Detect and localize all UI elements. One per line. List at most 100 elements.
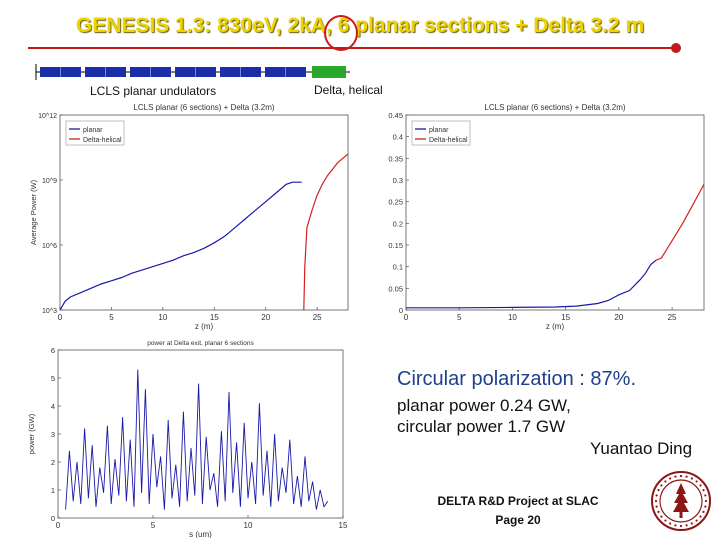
slide-title: GENESIS 1.3: 830eV, 2kA, 6 planar sectio…: [75, 14, 645, 37]
series-line-planar: [60, 181, 302, 310]
seal-letter-mark: [657, 489, 660, 492]
x-tick-label: 10: [244, 521, 253, 530]
seal-letter-mark: [685, 524, 688, 527]
power-linear-chart: LCLS planar (6 sections) + Delta (3.2m) 0…: [388, 103, 705, 331]
seal-letter-mark: [679, 474, 683, 478]
x-tick-label: 0: [404, 313, 409, 322]
x-tick-label: 5: [457, 313, 462, 322]
undulator-label: LCLS planar undulators: [90, 84, 217, 98]
y-tick-label: 0.1: [393, 263, 403, 272]
seal-letter-mark: [655, 494, 658, 497]
x-tick-label: 20: [261, 313, 270, 322]
x-tick-label: 20: [614, 313, 623, 322]
chart-title: power at Delta exit, planar 6 sections: [147, 340, 254, 347]
y-tick-label: 0.3: [393, 176, 403, 185]
highlight-circle: [324, 15, 358, 51]
y-tick-label: 6: [51, 346, 55, 355]
power-log-chart: LCLS planar (6 sections) + Delta (3.2m) 0…: [29, 103, 349, 331]
y-tick-label: 0: [399, 306, 403, 315]
y-tick-label: 1: [51, 486, 55, 495]
x-axis-label: z (m): [195, 322, 214, 331]
seal-letter-mark: [664, 519, 667, 522]
x-tick-label: 15: [210, 313, 219, 322]
seal-tree-icon: [673, 483, 689, 512]
series-line-delta-helical: [303, 153, 348, 310]
legend-label: planar: [83, 127, 103, 134]
seal-letter-mark: [704, 494, 707, 497]
seal-letter-mark: [699, 484, 702, 487]
y-tick-label: 0.25: [388, 198, 403, 207]
x-axis-label: z (m): [546, 322, 565, 331]
y-tick-label: 10^6: [42, 243, 57, 250]
power-profile-chart: power at Delta exit, planar 6 sections 0 5…: [27, 340, 348, 538]
seal-letter-mark: [664, 480, 667, 483]
seal-letter-mark: [690, 522, 693, 525]
polarization-text: Circular polarization : 87%.: [397, 368, 636, 390]
seal-letter-mark: [655, 505, 658, 508]
legend-label: Delta-helical: [83, 137, 122, 144]
seal-letter-mark: [669, 522, 672, 525]
project-name: DELTA R&D Project at SLAC: [437, 494, 599, 508]
y-tick-label: 0.15: [388, 241, 403, 250]
x-tick-label: 0: [56, 521, 61, 530]
author-name: Yuantao Ding: [590, 439, 693, 458]
seal-letter-mark: [660, 515, 663, 518]
y-tick-label: 0.4: [393, 133, 403, 142]
page-number: Page 20: [495, 513, 541, 527]
y-tick-label: 0.35: [388, 154, 403, 163]
seal-letter-mark: [657, 510, 660, 513]
seal-letter-mark: [685, 475, 688, 478]
undulator-schematic: [35, 64, 350, 80]
chart-title: LCLS planar (6 sections) + Delta (3.2m): [133, 103, 275, 112]
x-tick-label: 25: [668, 313, 677, 322]
plot-frame: [405, 114, 705, 311]
seal-letter-mark: [674, 524, 677, 527]
delta-undulator-block: [312, 66, 346, 78]
seal-letter-mark: [654, 499, 658, 503]
chart-title: LCLS planar (6 sections) + Delta (3.2m): [484, 103, 626, 112]
series-line-delta-helical: [655, 184, 704, 261]
seal-letter-mark: [695, 519, 698, 522]
seal-tree-trunk: [679, 512, 683, 518]
y-tick-label: 0.2: [393, 219, 403, 228]
y-tick-label: 10^3: [42, 308, 57, 315]
seal-letter-mark: [704, 499, 708, 503]
seal-lettering-ring: [654, 474, 708, 528]
y-axis-label: power (GW): [27, 413, 36, 454]
x-tick-label: 25: [313, 313, 322, 322]
x-tick-label: 15: [561, 313, 570, 322]
circular-power-text: circular power 1.7 GW: [397, 417, 566, 436]
x-tick-label: 0: [58, 313, 63, 322]
y-tick-label: 5: [51, 374, 55, 383]
x-tick-label: 10: [508, 313, 517, 322]
x-tick-label: 5: [151, 521, 156, 530]
y-tick-label: 4: [51, 402, 55, 411]
y-tick-label: 2: [51, 458, 55, 467]
planar-power-text: planar power 0.24 GW,: [397, 396, 571, 415]
seal-letter-mark: [699, 515, 702, 518]
legend-label: Delta-helical: [429, 137, 468, 144]
legend-box: [411, 120, 471, 146]
seal-letter-mark: [702, 489, 705, 492]
seal-letter-mark: [674, 475, 677, 478]
seal-letter-mark: [660, 484, 663, 487]
y-tick-label: 0.45: [388, 111, 403, 120]
seal-letter-mark: [669, 477, 672, 480]
x-tick-label: 10: [158, 313, 167, 322]
y-tick-label: 10^12: [38, 113, 57, 120]
planar-undulator-blocks: [40, 67, 306, 77]
seal-letter-mark: [702, 510, 705, 513]
legend-box: [65, 120, 125, 146]
x-axis-label: s (um): [189, 530, 212, 538]
y-tick-label: 3: [51, 430, 55, 439]
title-underline-dot: [671, 43, 681, 53]
y-tick-label: 0.05: [388, 284, 403, 293]
university-seal-logo: [651, 471, 711, 531]
series-line-planar: [406, 259, 657, 309]
y-tick-label: 10^9: [42, 178, 57, 185]
title-underline: [28, 47, 678, 49]
delta-label: Delta, helical: [314, 83, 383, 97]
x-tick-label: 15: [339, 521, 348, 530]
y-axis-label: Average Power (W): [29, 179, 38, 245]
plot-frame: [59, 114, 349, 311]
